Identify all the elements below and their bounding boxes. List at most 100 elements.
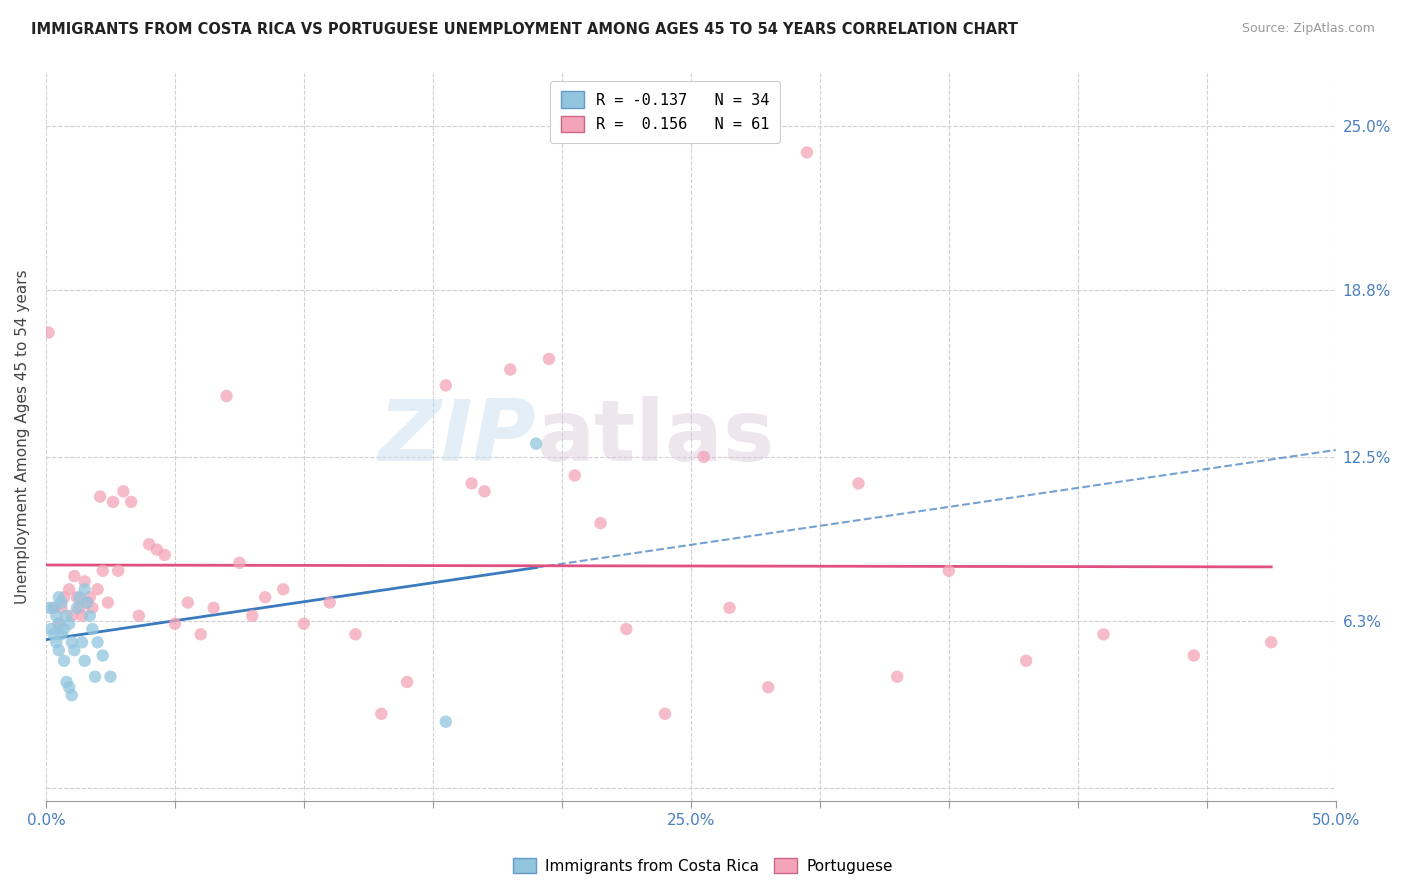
Point [254,591,277,605]
Point [589,516,612,530]
Point [79,591,101,605]
Point [60,688,83,702]
Point [101,495,124,509]
Point [42,600,65,615]
Point [76,596,98,610]
Point [60,608,83,623]
Point [654,706,676,721]
Point [344,627,367,641]
Point [53,622,76,636]
Point [42,600,65,615]
Text: IMMIGRANTS FROM COSTA RICA VS PORTUGUESE UNEMPLOYMENT AMONG AGES 45 TO 54 YEARS : IMMIGRANTS FROM COSTA RICA VS PORTUGUESE… [31,22,1018,37]
Point [434,714,457,729]
Point [89,490,111,504]
Point [537,351,560,366]
Point [58,616,80,631]
Text: ZIP: ZIP [378,395,536,478]
Point [190,627,212,641]
Point [756,680,779,694]
Point [1015,654,1038,668]
Point [1092,627,1115,641]
Y-axis label: Unemployment Among Ages 45 to 54 years: Unemployment Among Ages 45 to 54 years [15,269,30,605]
Point [38,600,60,615]
Point [69,591,91,605]
Point [319,596,342,610]
Point [271,582,294,597]
Point [474,484,496,499]
Point [120,495,142,509]
Point [938,564,960,578]
Point [53,591,76,605]
Point [55,608,77,623]
Point [693,450,716,464]
Point [82,600,104,615]
Point [138,537,160,551]
Legend: R = -0.137   N = 34, R =  0.156   N = 61: R = -0.137 N = 34, R = 0.156 N = 61 [550,80,780,143]
Point [163,616,186,631]
Point [58,680,80,694]
Text: Source: ZipAtlas.com: Source: ZipAtlas.com [1241,22,1375,36]
Point [91,648,114,663]
Text: atlas: atlas [536,395,775,478]
Point [79,608,101,623]
Point [100,670,122,684]
Point [228,556,250,570]
Point [58,582,80,597]
Point [63,569,86,583]
Point [48,591,70,605]
Legend: Immigrants from Costa Rica, Portuguese: Immigrants from Costa Rica, Portuguese [508,852,898,880]
Point [45,635,67,649]
Point [886,670,908,684]
Point [848,476,870,491]
Point [84,670,107,684]
Point [107,564,129,578]
Point [51,627,73,641]
Point [66,600,89,615]
Point [73,582,96,597]
Point [55,675,77,690]
Point [86,582,108,597]
Point [146,542,169,557]
Point [434,378,457,392]
Point [370,706,392,721]
Point [564,468,586,483]
Point [39,622,62,636]
Point [73,654,96,668]
Point [112,484,135,499]
Point [240,608,263,623]
Point [63,643,86,657]
Point [97,596,120,610]
Point [42,627,65,641]
Point [128,608,150,623]
Point [499,362,522,376]
Point [48,616,70,631]
Point [73,574,96,589]
Point [460,476,482,491]
Point [796,145,818,160]
Point [70,608,93,623]
Point [51,596,73,610]
Point [1182,648,1205,663]
Point [292,616,315,631]
Point [91,564,114,578]
Point [177,596,200,610]
Point [524,436,547,450]
Point [396,675,419,690]
Point [53,654,76,668]
Point [202,600,225,615]
Point [45,608,67,623]
Point [60,635,83,649]
Point [718,600,741,615]
Point [614,622,637,636]
Point [38,326,60,340]
Point [215,389,238,403]
Point [48,643,70,657]
Point [1260,635,1282,649]
Point [86,635,108,649]
Point [153,548,176,562]
Point [51,600,73,615]
Point [48,616,70,631]
Point [82,622,104,636]
Point [76,596,98,610]
Point [69,600,91,615]
